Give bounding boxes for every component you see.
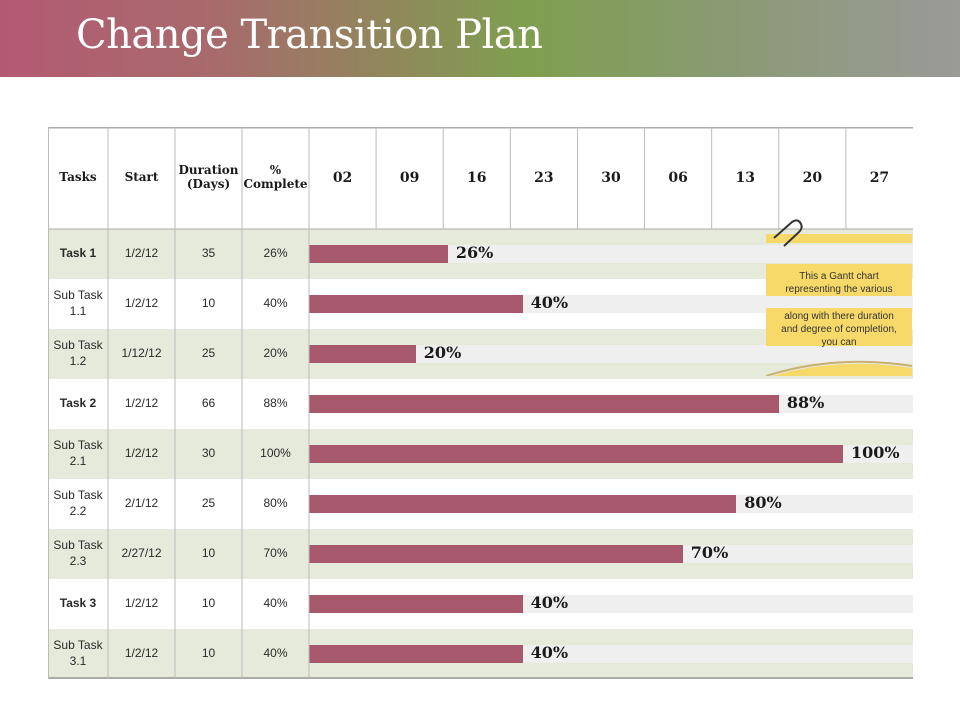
callout-stripe-top <box>766 234 912 243</box>
bar-value-label: 40% <box>530 643 569 662</box>
date-tick: 30 <box>601 169 621 186</box>
duration-cell: 66 <box>201 396 216 411</box>
bar-value-label: 70% <box>690 543 729 562</box>
callout-text-2: along with there duration and degree of … <box>781 311 897 348</box>
complete-cell: 40% <box>263 646 288 661</box>
task-name-cell: Task 3 <box>59 596 97 611</box>
callout-text-1: This a Gantt chart representing the vari… <box>785 271 893 295</box>
paperclip-icon <box>773 219 803 247</box>
date-tick: 27 <box>869 169 890 186</box>
bar-value-label: 40% <box>530 593 569 612</box>
complete-cell: 88% <box>263 396 288 411</box>
bar-value-label: 20% <box>423 343 462 362</box>
callout-note: This a Gantt chart representing the vari… <box>766 216 912 376</box>
header-tasks: Tasks <box>59 170 97 185</box>
header-duration: Duration (Days) <box>178 163 239 191</box>
task-name-cell: Sub Task 2.1 <box>53 438 103 468</box>
duration-cell: 10 <box>201 596 216 611</box>
task-name-cell: Sub Task 2.2 <box>53 488 103 518</box>
bar-track <box>309 345 913 363</box>
date-tick: 13 <box>735 169 755 186</box>
date-tick: 20 <box>802 169 823 186</box>
callout-decoration <box>766 219 912 376</box>
page-title: Change Transition Plan <box>76 12 543 58</box>
progress-bar <box>309 495 737 513</box>
header-start: Start <box>124 170 159 185</box>
progress-bar <box>309 595 523 613</box>
duration-cell: 10 <box>201 546 216 561</box>
date-tick: 06 <box>668 169 688 186</box>
task-name-cell: Sub Task 3.1 <box>53 638 103 668</box>
duration-cell: 35 <box>201 246 216 261</box>
duration-cell: 25 <box>201 346 216 361</box>
bar-value-label: 80% <box>744 493 782 512</box>
progress-bar <box>309 445 843 463</box>
progress-bar <box>309 545 683 563</box>
title-banner: Change Transition Plan <box>0 0 960 77</box>
bar-track <box>309 245 913 263</box>
complete-cell: 20% <box>263 346 288 361</box>
date-tick: 16 <box>467 169 487 186</box>
complete-cell: 70% <box>263 546 288 561</box>
complete-cell: 40% <box>263 296 288 311</box>
complete-cell: 40% <box>263 596 288 611</box>
callout-box-upper <box>766 264 912 296</box>
task-name-cell: Task 2 <box>59 396 97 411</box>
start-cell: 1/2/12 <box>124 246 159 261</box>
callout-curl <box>766 363 912 376</box>
task-name-cell: Task 1 <box>59 246 97 261</box>
task-name-cell: Sub Task 1.1 <box>53 288 103 318</box>
callout-box-lower <box>766 308 912 346</box>
complete-cell: 80% <box>263 496 288 511</box>
bar-value-label: 88% <box>786 393 825 412</box>
start-cell: 1/2/12 <box>124 296 159 311</box>
start-cell: 1/2/12 <box>124 446 159 461</box>
duration-cell: 30 <box>201 446 216 461</box>
callout-curl-edge <box>766 360 912 376</box>
gantt-chart: Tasks Start Duration (Days) % Complete 0… <box>48 127 913 685</box>
progress-bar <box>309 295 523 313</box>
start-cell: 1/2/12 <box>124 596 159 611</box>
progress-bar <box>309 245 448 263</box>
start-cell: 1/12/12 <box>121 346 162 361</box>
progress-bar <box>309 645 523 663</box>
date-tick: 09 <box>399 169 420 186</box>
date-tick: 02 <box>332 169 353 186</box>
complete-cell: 26% <box>263 246 288 261</box>
bar-value-label: 40% <box>530 293 569 312</box>
bar-value-label: 100% <box>851 443 900 462</box>
start-cell: 1/2/12 <box>124 646 159 661</box>
start-cell: 1/2/12 <box>124 396 159 411</box>
duration-cell: 10 <box>201 646 216 661</box>
header-row: Tasks Start Duration (Days) % Complete 0… <box>48 127 913 229</box>
duration-cell: 25 <box>201 496 216 511</box>
progress-bar <box>309 345 416 363</box>
progress-bar <box>309 395 779 413</box>
date-tick: 23 <box>534 169 554 186</box>
duration-cell: 10 <box>201 296 216 311</box>
task-name-cell: Sub Task 2.3 <box>53 538 103 568</box>
bar-value-label: 26% <box>455 243 494 262</box>
start-cell: 2/1/12 <box>124 496 159 511</box>
start-cell: 2/27/12 <box>121 546 162 561</box>
task-name-cell: Sub Task 1.2 <box>53 338 103 368</box>
complete-cell: 100% <box>260 446 291 461</box>
header-complete: % Complete <box>243 163 308 191</box>
